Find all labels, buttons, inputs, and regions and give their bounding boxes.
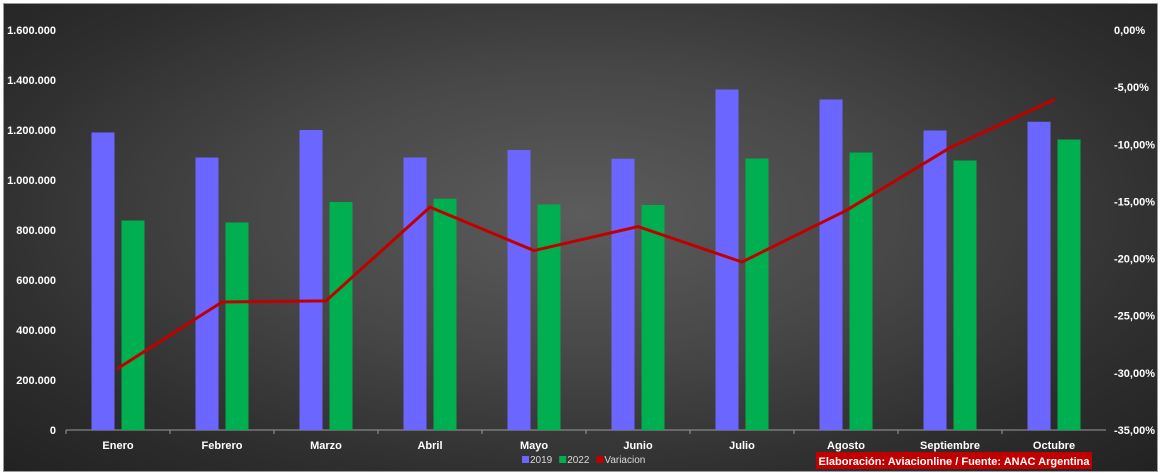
legend-label-Variacion: Variacion: [604, 455, 645, 466]
line-point: [740, 260, 744, 264]
bar-2019: [923, 130, 947, 430]
right-axis-tick-label: -20,00%: [1114, 254, 1155, 266]
category-label: Abril: [417, 440, 442, 452]
category-label: Febrero: [202, 440, 243, 452]
bar-2019: [195, 157, 219, 430]
line-point: [636, 225, 640, 229]
bar-2019: [299, 130, 323, 430]
right-axis-tick-label: -15,00%: [1114, 196, 1155, 208]
left-axis-tick-label: 400.000: [16, 325, 56, 337]
left-axis-tick-label: 1.400.000: [7, 75, 56, 87]
bar-2019: [715, 89, 739, 430]
combo-chart: 0 200.000 400.000 600.000 800.000 1.000.000 1.…: [7, 25, 1155, 469]
left-axis-tick-label: 1.200.000: [7, 125, 56, 137]
legend-swatch-2019: [522, 456, 529, 463]
bar-2022: [537, 204, 561, 430]
category-label: Junio: [623, 440, 653, 452]
line-point: [428, 205, 432, 209]
category-label: Mayo: [520, 440, 548, 452]
bar-2019: [403, 157, 427, 430]
line-point: [532, 249, 536, 253]
legend: 2019 2022 Variacion: [522, 455, 645, 466]
bar-2019: [611, 158, 635, 430]
legend-label-2019: 2019: [530, 455, 553, 466]
line-point: [948, 146, 952, 150]
category-label: Enero: [102, 440, 133, 452]
bar-2019: [819, 99, 843, 430]
category-label: Septiembre: [920, 440, 980, 452]
axes-group: 0 200.000 400.000 600.000 800.000 1.000.000 1.…: [7, 25, 1155, 437]
legend-swatch-2022: [559, 456, 567, 463]
legend-label-2022: 2022: [567, 455, 590, 466]
source-note: Elaboración: Aviacionline / Fuente: ANAC…: [816, 452, 1092, 469]
right-axis-tick-label: 0,00%: [1114, 25, 1145, 37]
left-axis-tick-label: 200.000: [16, 375, 56, 387]
line-point: [220, 300, 224, 304]
bar-2022: [329, 202, 353, 430]
bar-2022: [225, 222, 249, 430]
bar-2022: [1057, 139, 1081, 430]
bars-group: [91, 89, 1081, 430]
category-label: Octubre: [1033, 440, 1075, 452]
left-axis-tick-label: 0: [50, 425, 56, 437]
source-note-bg: [816, 452, 1092, 469]
left-axis-tick-label: 600.000: [16, 275, 56, 287]
category-label: Marzo: [310, 440, 342, 452]
category-label: Agosto: [827, 440, 865, 452]
bar-2022: [121, 220, 145, 430]
labels-group: Enero Febrero Marzo Abril Mayo Junio Julio Agos…: [102, 440, 1075, 452]
bar-2022: [953, 160, 977, 430]
left-axis-tick-label: 1.600.000: [7, 25, 56, 37]
right-axis-tick-label: -10,00%: [1114, 139, 1155, 151]
category-label: Julio: [729, 440, 755, 452]
right-axis-tick-label: -30,00%: [1114, 368, 1155, 380]
legend-swatch-Variacion: [596, 456, 604, 463]
bar-2019: [507, 150, 531, 430]
line-series-Variacion: [117, 98, 1055, 370]
line-point: [324, 299, 328, 303]
variation-line-group: [116, 98, 1056, 370]
bar-2019: [91, 132, 115, 430]
source-note-text: Elaboración: Aviacionline / Fuente: ANAC…: [819, 456, 1091, 468]
bar-2022: [641, 205, 665, 430]
line-point: [1052, 98, 1056, 102]
chart-area: 0 200.000 400.000 600.000 800.000 1.000.000 1.…: [3, 3, 1158, 472]
line-point: [844, 209, 848, 213]
bar-2019: [1027, 121, 1051, 430]
right-axis-tick-label: -25,00%: [1114, 311, 1155, 323]
left-axis-tick-label: 800.000: [16, 225, 56, 237]
left-axis-tick-label: 1.000.000: [7, 175, 56, 187]
line-point: [116, 366, 120, 370]
bar-2022: [433, 198, 457, 430]
right-axis-tick-label: -5,00%: [1114, 82, 1149, 94]
bar-2022: [745, 158, 769, 430]
bar-2022: [849, 152, 873, 430]
right-axis-tick-label: -35,00%: [1114, 425, 1155, 437]
